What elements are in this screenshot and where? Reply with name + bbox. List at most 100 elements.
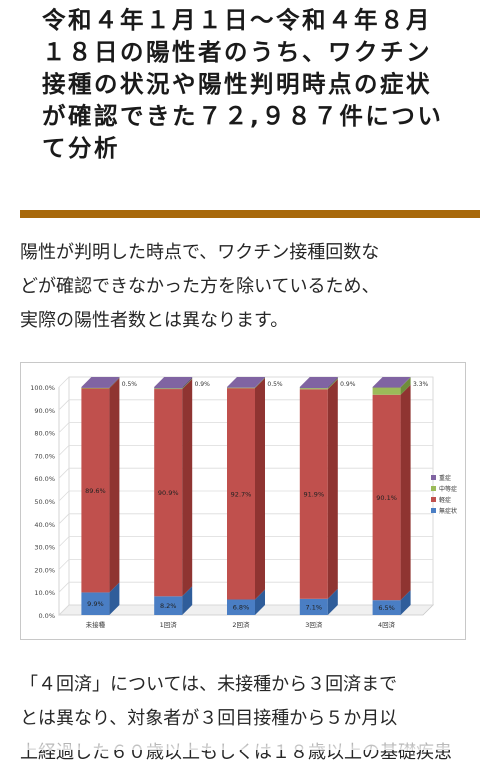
bar-side: [400, 590, 411, 615]
data-label: 7.1%: [306, 603, 323, 611]
bar-side: [327, 377, 338, 389]
bar-segment: [154, 388, 183, 390]
section-heading: 令和４年１月１日～令和４年８月 １８日の陽性者のうち、ワクチン 接種の状況や陽性…: [42, 4, 462, 164]
y-tick-label: 60.0%: [34, 475, 55, 483]
y-tick-label: 50.0%: [34, 498, 55, 506]
bar-side: [182, 379, 193, 597]
data-label: 90.9%: [158, 489, 179, 497]
legend-swatch: [431, 508, 436, 513]
heading-line-3: 接種の状況や陽性判明時点の症状: [42, 70, 432, 98]
bar-side: [182, 586, 193, 615]
x-tick-label: 未接種: [86, 620, 106, 629]
followup-line-3: 上経過した６０歳以上もしくは１８歳以上の基礎疾患: [20, 742, 452, 763]
y-tick-label: 0.0%: [38, 612, 55, 620]
top-annotation: 0.9%: [340, 381, 356, 388]
bar-top: [154, 377, 193, 387]
bar-side: [109, 377, 120, 388]
data-label: 91.9%: [303, 491, 324, 499]
data-label: 6.8%: [233, 604, 250, 612]
bar-side: [327, 378, 338, 390]
bar-top: [227, 377, 265, 387]
bar-segment: [154, 596, 183, 615]
top-annotation: 0.5%: [267, 381, 283, 388]
followup-line-1: 「４回済」については、未接種から３回済まで: [20, 674, 398, 695]
bar-side: [109, 582, 120, 615]
bar-segment: [299, 598, 328, 615]
bar-side: [255, 377, 265, 388]
y-tick-label: 10.0%: [34, 589, 55, 597]
bar-side: [182, 378, 193, 390]
bar-segment: [299, 389, 328, 599]
bar-segment: [299, 388, 328, 390]
intro-line-1: 陽性が判明した時点で、ワクチン接種回数な: [20, 242, 380, 263]
bar-top: [372, 377, 411, 387]
x-tick-label: 3回済: [305, 620, 323, 629]
y-tick-label: 80.0%: [34, 430, 55, 438]
bar-side: [255, 378, 265, 600]
symptom-chart: 0.0% 10.0% 20.0% 30.0% 40.0% 50.0% 60.0% 70.0% 8…: [20, 362, 466, 640]
bar-top: [299, 377, 338, 387]
bar-segment: [81, 388, 110, 593]
bar-segment: [372, 600, 401, 615]
heading-line-1: 令和４年１月１日～令和４年８月: [42, 6, 432, 34]
y-tick-label: 40.0%: [34, 521, 55, 529]
y-tick-label: 90.0%: [34, 407, 55, 415]
bar-segment: [81, 387, 110, 389]
bar-segment: [81, 387, 110, 388]
data-label: 92.7%: [231, 490, 252, 498]
bar-segment: [227, 387, 255, 388]
legend-label: 重症: [439, 474, 451, 482]
heading-line-5: て分析: [42, 134, 120, 162]
bar-segment: [227, 599, 255, 615]
x-tick-label: 4回済: [378, 620, 396, 629]
heading-divider: [20, 210, 480, 218]
bar-side: [400, 377, 411, 388]
y-tick-label: 20.0%: [34, 566, 55, 574]
legend-swatch: [431, 486, 436, 491]
bar-side: [182, 377, 193, 389]
legend-label: 中等症: [439, 485, 457, 493]
bar-segment: [227, 388, 255, 600]
top-annotation: 0.5%: [122, 381, 138, 388]
bar-side: [400, 384, 411, 601]
bar-side: [327, 379, 338, 599]
bar-side: [255, 589, 265, 615]
bar-segment: [154, 387, 183, 389]
legend-swatch: [431, 497, 436, 502]
bar-side: [255, 377, 265, 389]
bar-side: [327, 588, 338, 615]
bar-side: [109, 377, 120, 389]
legend-label: 無症状: [439, 507, 457, 515]
data-label: 89.6%: [85, 487, 106, 495]
bar-side: [109, 378, 120, 593]
intro-line-3: 実際の陽性者数とは異なります。: [20, 310, 289, 331]
chart-svg: 0.0% 10.0% 20.0% 30.0% 40.0% 50.0% 60.0% 70.0% 8…: [30, 376, 457, 629]
y-tick-label: 70.0%: [34, 452, 55, 460]
bar-segment: [372, 387, 401, 395]
legend-swatch: [431, 475, 436, 480]
intro-paragraph: 陽性が判明した時点で、ワクチン接種回数な どが確認できなかった方を除いているため…: [20, 236, 475, 338]
bar-segment: [227, 387, 255, 389]
intro-line-2: どが確認できなかった方を除いているため、: [20, 276, 380, 297]
top-annotation: 0.9%: [195, 381, 211, 388]
top-annotation: 3.3%: [413, 381, 429, 388]
bar-segment: [81, 592, 110, 615]
bar-segment: [372, 394, 401, 601]
bar-top: [81, 377, 120, 387]
heading-line-2: １８日の陽性者のうち、ワクチン: [42, 38, 432, 66]
followup-line-2: とは異なり、対象者が３回目接種から５か月以: [20, 708, 398, 729]
data-label: 90.1%: [376, 494, 397, 502]
data-label: 9.9%: [87, 600, 104, 608]
data-label: 8.2%: [160, 602, 177, 610]
data-label: 6.5%: [378, 604, 395, 612]
bar-segment: [154, 389, 183, 597]
bar-segment: [372, 387, 401, 388]
y-tick-label: 30.0%: [34, 544, 55, 552]
bar-side: [400, 377, 411, 395]
y-tick-label: 100.0%: [30, 384, 55, 392]
bar-segment: [299, 387, 328, 389]
followup-paragraph: 「４回済」については、未接種から３回済まで とは異なり、対象者が３回目接種から５…: [20, 668, 475, 770]
x-tick-label: 1回済: [160, 620, 178, 629]
legend-label: 軽症: [439, 496, 451, 504]
heading-line-4: が確認できた７２,９８７件につい: [42, 102, 444, 130]
